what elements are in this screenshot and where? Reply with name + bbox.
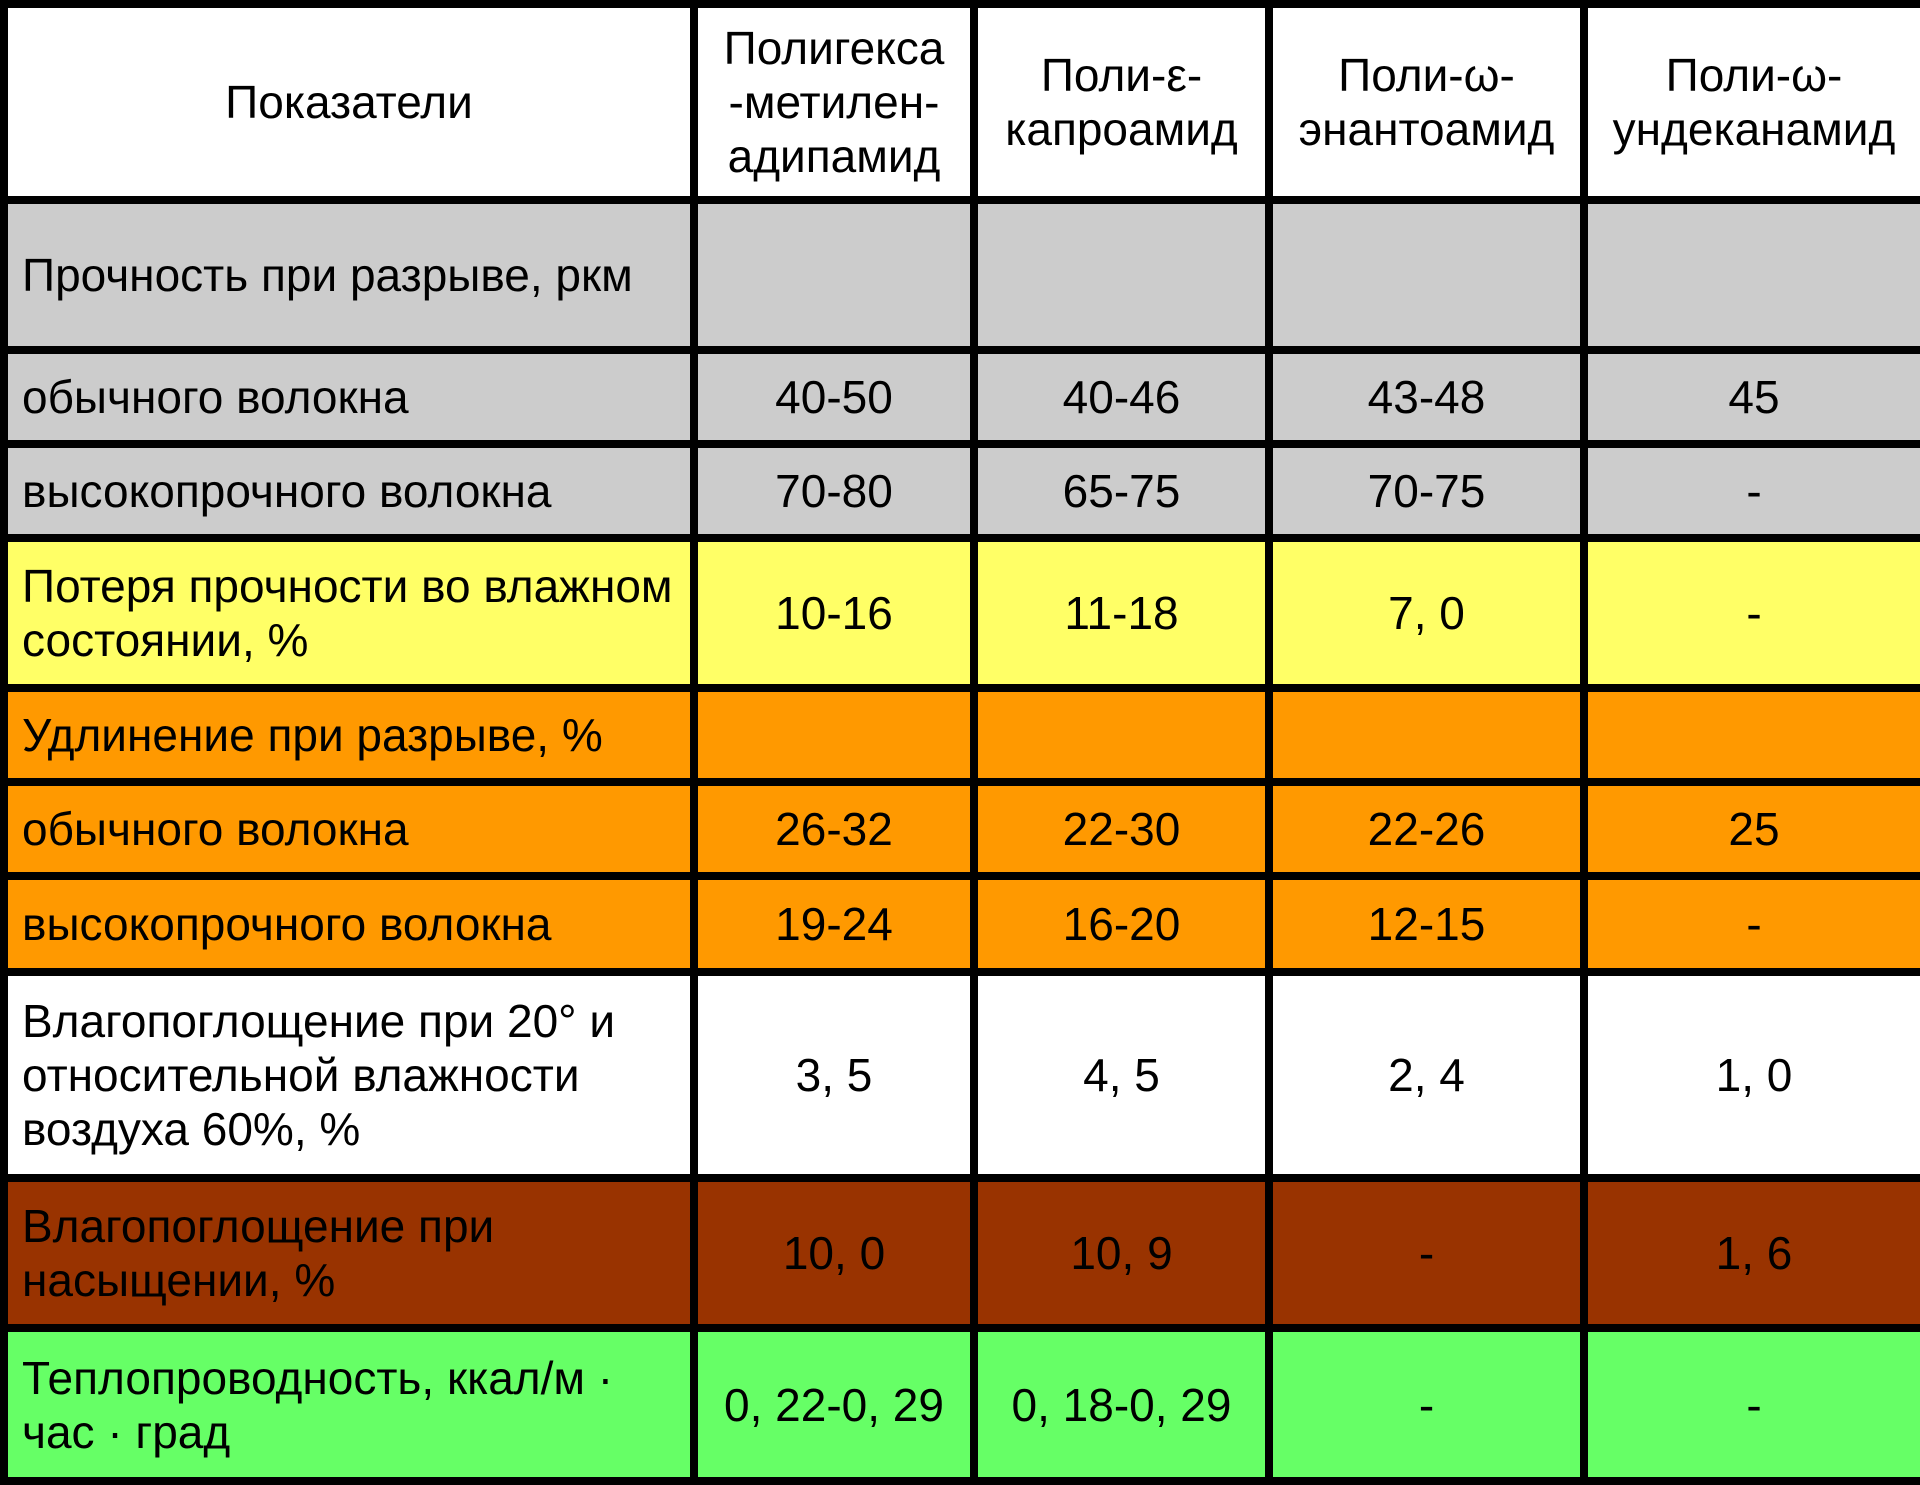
table-cell (690, 196, 978, 354)
table-cell (690, 684, 978, 786)
table-row-moisture-absorption-60: Влагопоглощение при 20° и относительной … (0, 968, 1920, 1182)
table-row-elongation-regular: обычного волокна 26-32 22-30 22-26 25 (0, 778, 1920, 880)
table-cell: 19-24 (690, 872, 978, 976)
row-label: Прочность при разрыве, ркм (0, 196, 698, 354)
row-label: Теплопроводность, ккал/м · час · град (0, 1324, 698, 1485)
table-cell: - (1580, 872, 1920, 976)
table-row-elongation: Удлинение при разрыве, % (0, 684, 1920, 786)
table-cell: 10, 0 (690, 1174, 978, 1332)
table-row-breaking-strength: Прочность при разрыве, ркм (0, 196, 1920, 354)
table-row-thermal-conductivity: Теплопроводность, ккал/м · час · град 0,… (0, 1324, 1920, 1485)
table-cell: 43-48 (1265, 346, 1588, 448)
table-cell (1580, 684, 1920, 786)
table-row-strength-regular: обычного волокна 40-50 40-46 43-48 45 (0, 346, 1920, 448)
row-label: обычного волокна (0, 346, 698, 448)
table-cell: 0, 22-0, 29 (690, 1324, 978, 1485)
table-row-elongation-high: высокопрочного волокна 19-24 16-20 12-15… (0, 872, 1920, 976)
table-row-moisture-saturation: Влагопоглощение при насыщении, % 10, 0 1… (0, 1174, 1920, 1332)
table-cell: 22-26 (1265, 778, 1588, 880)
table-cell: 4, 5 (970, 968, 1273, 1182)
table-cell: 70-80 (690, 440, 978, 542)
table-cell: - (1580, 440, 1920, 542)
table-cell: - (1265, 1174, 1588, 1332)
table-cell (1580, 196, 1920, 354)
header-polyhexamethylene-adipamide: Полигекса -метилен- адипамид (690, 0, 978, 204)
table-cell: - (1580, 534, 1920, 692)
header-poly-caproamide: Поли-ε- капроамид (970, 0, 1273, 204)
row-label: Влагопоглощение при 20° и относительной … (0, 968, 698, 1182)
table-cell: 26-32 (690, 778, 978, 880)
table-cell: 40-46 (970, 346, 1273, 448)
table-cell: 7, 0 (1265, 534, 1588, 692)
table-cell: 70-75 (1265, 440, 1588, 542)
table-cell: 3, 5 (690, 968, 978, 1182)
header-row: Показатели Полигекса -метилен- адипамид … (0, 0, 1920, 204)
row-label: высокопрочного волокна (0, 440, 698, 542)
row-label: обычного волокна (0, 778, 698, 880)
row-label: Влагопоглощение при насыщении, % (0, 1174, 698, 1332)
table-cell (1265, 196, 1588, 354)
table-cell (1265, 684, 1588, 786)
table-cell: 1, 6 (1580, 1174, 1920, 1332)
row-label: высокопрочного волокна (0, 872, 698, 976)
row-label: Потеря прочности во влажном состоянии, % (0, 534, 698, 692)
header-poly-undecanamide: Поли-ω- ундеканамид (1580, 0, 1920, 204)
table-cell: 16-20 (970, 872, 1273, 976)
table-cell: 12-15 (1265, 872, 1588, 976)
table-cell: 25 (1580, 778, 1920, 880)
header-poly-enantoamide: Поли-ω- энантоамид (1265, 0, 1588, 204)
table-cell: 10, 9 (970, 1174, 1273, 1332)
table-cell: 40-50 (690, 346, 978, 448)
table-cell: 11-18 (970, 534, 1273, 692)
table-cell: 10-16 (690, 534, 978, 692)
table-cell: 2, 4 (1265, 968, 1588, 1182)
table-row-wet-strength-loss: Потеря прочности во влажном состоянии, %… (0, 534, 1920, 692)
table-cell (970, 684, 1273, 786)
table-cell: - (1265, 1324, 1588, 1485)
table-cell: 65-75 (970, 440, 1273, 542)
row-label: Удлинение при разрыве, % (0, 684, 698, 786)
table-cell: 1, 0 (1580, 968, 1920, 1182)
table-cell: 22-30 (970, 778, 1273, 880)
table-row-strength-high: высокопрочного волокна 70-80 65-75 70-75… (0, 440, 1920, 542)
header-indicators: Показатели (0, 0, 698, 204)
table-cell: 45 (1580, 346, 1920, 448)
table-cell: 0, 18-0, 29 (970, 1324, 1273, 1485)
table-cell (970, 196, 1273, 354)
table-cell: - (1580, 1324, 1920, 1485)
